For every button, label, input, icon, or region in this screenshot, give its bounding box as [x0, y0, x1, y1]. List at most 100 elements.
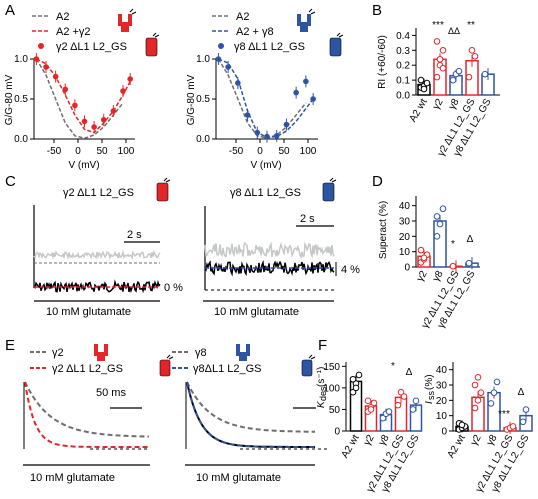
- panel-letter-a: A: [5, 2, 15, 19]
- red-tarp-icon: [118, 8, 137, 32]
- cell-point: [458, 421, 466, 429]
- f-right-ylabel: I ss (%): [424, 374, 436, 404]
- category-label: γ8: [485, 433, 500, 448]
- e-right-legend: γ8 γ8ΔL1 L2_GS: [172, 347, 262, 375]
- cell-point: [433, 73, 441, 81]
- data-point: [81, 118, 88, 125]
- y-tick-label: 0.3: [396, 46, 410, 57]
- cell-point: [349, 375, 357, 383]
- cell-point: [420, 85, 428, 93]
- cell-point: [412, 397, 420, 405]
- cell-point: [423, 79, 431, 87]
- d-yticks: 0 10 20 30 40: [399, 201, 416, 274]
- blue-tarp-icon: [236, 344, 250, 361]
- cell-point: [519, 418, 527, 426]
- y-tick-label: 10: [436, 411, 448, 422]
- f-left-yticks: 0 50 100 150: [323, 362, 346, 438]
- f-right-bars: [455, 374, 533, 434]
- grey-trace: [33, 249, 161, 261]
- y-tick-label: 100: [323, 383, 340, 394]
- c-right-glut-label: 10 mM glutamate: [214, 306, 299, 318]
- f-right-ylabel-i: I: [424, 401, 435, 404]
- y-tick-label: 10: [399, 247, 411, 258]
- red-tarp-mut-icon: [156, 177, 171, 202]
- f-left-sig: Δ: [406, 367, 413, 378]
- y-tick-label: 0.1: [396, 76, 410, 87]
- c-left-glut-label: 10 mM glutamate: [46, 306, 131, 318]
- f-left-ylabel-unit: (s⁻¹): [316, 367, 327, 387]
- data-point: [62, 86, 69, 93]
- cell-point: [349, 388, 357, 396]
- cell-point: [385, 408, 393, 415]
- a-left-legend: A2 A2 +γ2 γ2 ΔL1 L2_GS: [32, 11, 127, 53]
- red-tarp-icon: [94, 344, 108, 361]
- y-tick-label: 0: [334, 427, 340, 438]
- data-point: [303, 78, 309, 85]
- b-ylabel: RI (+60/-60): [377, 35, 388, 89]
- data-point: [91, 124, 97, 130]
- panel-a-left-axes: [30, 58, 135, 143]
- cell-point: [439, 205, 447, 213]
- cell-point: [370, 399, 378, 407]
- category-label: γ2: [469, 433, 484, 448]
- data-point: [120, 88, 126, 94]
- cell-point: [436, 55, 444, 63]
- e-right-glut-label: 10 mM glutamate: [196, 472, 281, 484]
- g8-mut-fit: [186, 381, 315, 448]
- panel-letter-b: B: [372, 2, 382, 19]
- f-right-ylabel-sub: ss: [426, 391, 436, 401]
- e-left-glut-label: 10 mM glutamate: [30, 472, 115, 484]
- cell-point: [409, 406, 417, 413]
- panel-letter-f: F: [318, 337, 327, 354]
- e-scale-label: 50 ms: [96, 387, 126, 399]
- cell-point: [439, 64, 447, 72]
- a-right-ytick: 1.0: [196, 54, 210, 65]
- c-left-scale-label: 2 s: [127, 229, 142, 241]
- a-right-xtick: 100: [300, 146, 317, 157]
- data-point: [72, 102, 78, 109]
- panel-letter-d: D: [372, 173, 383, 190]
- cell-point: [468, 47, 476, 54]
- data-point: [100, 117, 107, 123]
- category-label: γ8: [447, 97, 462, 112]
- cell-point: [522, 406, 530, 413]
- cell-point: [490, 389, 498, 396]
- cell-point: [352, 384, 360, 392]
- c-pct-label: 4 %: [341, 264, 360, 276]
- e-legend-g8: γ8: [195, 347, 207, 359]
- data-point: [43, 64, 49, 70]
- data-point: [52, 73, 59, 80]
- a-left-xtick: 50: [96, 146, 108, 157]
- data-point: [225, 64, 231, 70]
- cell-point: [364, 397, 372, 405]
- grey-trace: [204, 241, 335, 260]
- series-line: [35, 58, 124, 139]
- panel-letter-e: E: [5, 337, 15, 354]
- f-left-ylabel-sub: des: [318, 386, 328, 401]
- cell-point: [433, 213, 441, 220]
- cell-point: [471, 404, 479, 412]
- f-left-bars: [349, 371, 423, 432]
- e-left-trace: [23, 381, 149, 449]
- cell-point: [487, 400, 495, 407]
- f-left-sig: *: [391, 361, 395, 372]
- e-left-legend: γ2 γ2 ΔL1 L2_GS: [30, 347, 123, 375]
- e-right-trace: [185, 381, 316, 449]
- e-legend-g2-mut: γ2 ΔL1 L2_GS: [52, 363, 123, 375]
- category-label: A2 wt: [446, 433, 468, 460]
- data-point: [264, 133, 270, 140]
- category-label: A2 wt: [340, 433, 362, 460]
- data-point: [215, 56, 222, 62]
- cell-point: [394, 401, 402, 409]
- cell-point: [474, 397, 482, 404]
- red-tarp-mut-icon: [159, 354, 174, 377]
- a-left-xlabel: V (mV): [68, 160, 99, 171]
- cell-point: [471, 381, 479, 389]
- b-yticks: 0.0 0.1 0.2 0.3 0.4: [396, 31, 416, 102]
- b-sig: ΔΔ: [448, 26, 460, 36]
- g8-decay: [186, 381, 316, 433]
- a-left-plot: [33, 53, 133, 139]
